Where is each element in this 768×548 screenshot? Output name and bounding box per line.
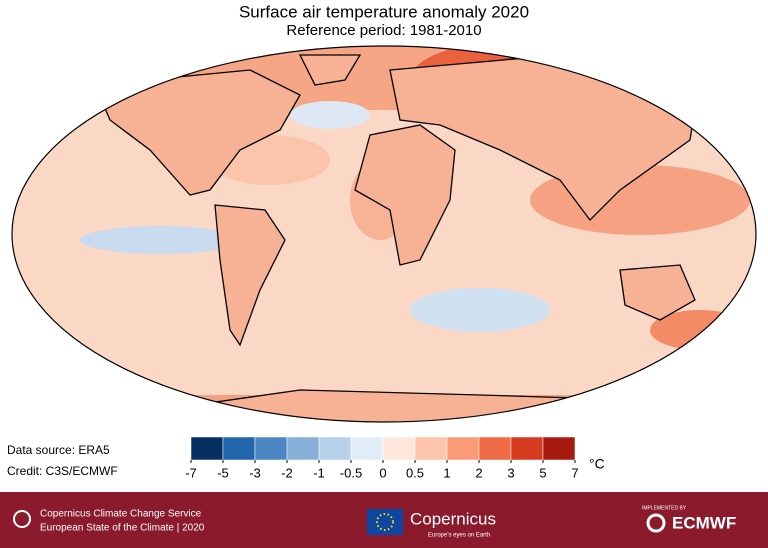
tick-label: 7 xyxy=(571,465,578,480)
data-source: Data source: ERA5 xyxy=(7,443,110,457)
globe-outline xyxy=(11,45,757,423)
footer-service: Copernicus Climate Change Service xyxy=(40,509,202,520)
color-bin xyxy=(318,436,352,461)
tick-label: -7 xyxy=(185,465,197,480)
tick-label: -2 xyxy=(281,465,293,480)
colorbar: -7 -5 -3 -2 -1 -0.5 0 0.5 1 2 3 5 7 °C xyxy=(185,436,605,480)
tick-label: -0.5 xyxy=(340,465,362,480)
c3s-logo xyxy=(13,510,31,528)
color-bin xyxy=(446,436,480,461)
title: Surface air temperature anomaly 2020 xyxy=(239,2,529,21)
tick-label: 0.5 xyxy=(406,465,424,480)
color-bin xyxy=(286,436,320,461)
tick-label: 0 xyxy=(379,465,386,480)
tick-label: -3 xyxy=(249,465,261,480)
ecmwf-logo: ECMWF xyxy=(672,513,736,532)
color-bin xyxy=(414,436,448,461)
color-bin xyxy=(350,436,384,461)
tick-label: 1 xyxy=(443,465,450,480)
tick-label: 2 xyxy=(475,465,482,480)
implemented-by: IMPLEMENTED BY xyxy=(642,505,687,511)
credit: Credit: C3S/ECMWF xyxy=(7,464,118,478)
eu-flag xyxy=(367,509,403,535)
tick-label: -1 xyxy=(313,465,325,480)
copernicus-logo: Copernicus xyxy=(410,509,496,528)
subtitle: Reference period: 1981-2010 xyxy=(286,22,481,39)
footer-report: European State of the Climate | 2020 xyxy=(40,523,205,534)
map xyxy=(12,46,756,422)
tick-label: 5 xyxy=(539,465,546,480)
unit: °C xyxy=(589,456,605,472)
color-bin xyxy=(190,436,224,461)
color-bin xyxy=(254,436,288,461)
tick-label: -5 xyxy=(217,465,229,480)
color-bin xyxy=(510,436,544,461)
color-bin xyxy=(382,436,416,461)
eu-stars xyxy=(376,513,394,531)
color-bin xyxy=(478,436,512,461)
ecmwf-mark xyxy=(646,513,666,533)
copernicus-tagline: Europe's eyes on Earth xyxy=(428,533,490,539)
color-bin xyxy=(222,436,256,461)
tick-label: 3 xyxy=(507,465,514,480)
color-bin xyxy=(542,436,576,461)
